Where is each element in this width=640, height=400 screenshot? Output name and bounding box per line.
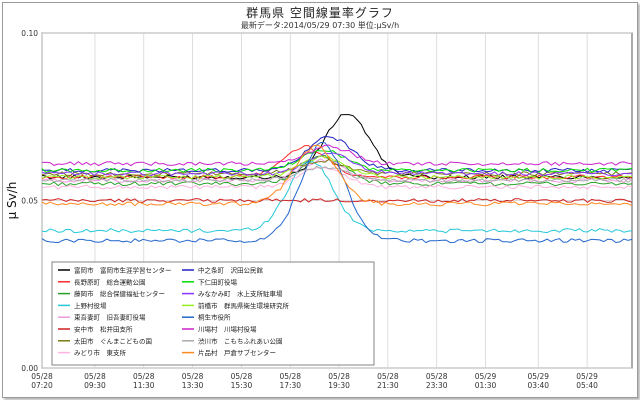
x-tick-label: 05/28 [182, 372, 204, 381]
x-tick-label: 05/28 [133, 372, 155, 381]
legend-entry: 下仁田町役場 [198, 277, 238, 286]
legend-entry: みなかみ町 水上支所駐車場 [198, 289, 283, 298]
x-tick-label: 17:30 [279, 381, 301, 390]
x-tick-label: 05/28 [279, 372, 301, 381]
x-tick-label: 05/28 [84, 372, 106, 381]
legend-entry: 川場村 川場村役場 [198, 325, 257, 334]
x-tick-label: 01:30 [475, 381, 497, 390]
legend-entry: 長野原町 総合運動公園 [74, 277, 146, 286]
legend-entry: 桐生市役所 [198, 313, 231, 322]
legend-entry: 上野村役場 [74, 301, 107, 310]
series-line-13 [41, 141, 633, 244]
series-line-11 [41, 152, 633, 177]
legend-entry: 渋川市 こもちふれあい公園 [198, 336, 283, 345]
x-tick-label: 05/29 [576, 372, 598, 381]
legend-box [51, 261, 375, 366]
series-line-14 [41, 144, 633, 167]
legend-entry: 安中市 松井田支所 [74, 325, 133, 334]
x-tick-label: 03:40 [527, 381, 549, 390]
x-tick-label: 05/28 [31, 372, 53, 381]
x-tick-label: 21:30 [377, 381, 399, 390]
legend-entry: 中之条町 沢田公民館 [198, 266, 264, 275]
chart-title: 群馬県 空間線量率グラフ [246, 6, 394, 20]
y-tick-label: 0.05 [21, 197, 38, 206]
x-tick-label: 05/29 [475, 372, 497, 381]
x-tick-label: 05:40 [576, 381, 598, 390]
x-tick-label: 11:30 [133, 381, 155, 390]
legend-entry: 東吾妻町 旧吾妻町役場 [74, 313, 146, 322]
x-tick-label: 09:30 [84, 381, 106, 390]
legend-entry: みどり市 東支所 [74, 348, 127, 357]
x-tick-label: 05/28 [377, 372, 399, 381]
x-tick-label: 13:30 [182, 381, 204, 390]
x-tick-label: 05/28 [231, 372, 253, 381]
x-tick-label: 05/28 [426, 372, 448, 381]
legend-entry: 片品村 戸倉サブセンター [198, 348, 276, 357]
x-tick-label: 05/29 [527, 372, 549, 381]
x-tick-label: 05/28 [328, 372, 350, 381]
series-line-7 [41, 158, 633, 177]
x-tick-label: 15:30 [231, 381, 253, 390]
legend-entry: 太田市 ぐんまこどもの国 [74, 336, 152, 345]
x-tick-label: 19:30 [328, 381, 350, 390]
legend-entry: 前橋市 群馬県衛生環境研究所 [198, 301, 290, 310]
legend-entry: 富岡市 富岡市生涯学習センター [74, 266, 172, 275]
x-tick-label: 07:20 [31, 381, 53, 390]
axes: 05/2807:2005/2809:3005/2811:3005/2813:30… [5, 29, 598, 390]
chart-subtitle: 最新データ:2014/05/29 07:30 単位:μSv/h [240, 21, 400, 30]
series-line-1 [41, 114, 633, 180]
series-line-8 [41, 167, 633, 190]
y-axis-label: μ Sv/h [5, 182, 19, 220]
series-line-16 [41, 144, 633, 207]
series-lines [41, 114, 633, 244]
y-tick-label: 0.10 [21, 29, 38, 38]
legend-entry: 藤岡市 総合保健福祉センター [74, 289, 165, 298]
x-tick-label: 23:30 [426, 381, 448, 390]
y-tick-label: 0.00 [21, 364, 38, 373]
series-line-4 [41, 161, 633, 234]
